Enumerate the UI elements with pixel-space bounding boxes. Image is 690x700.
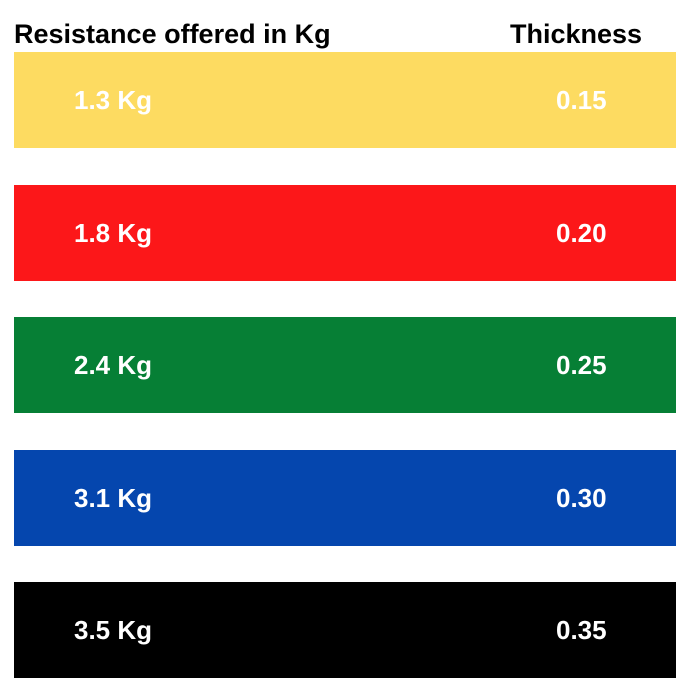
- thickness-column-header: Thickness: [510, 19, 643, 49]
- resistance-value: 3.5 Kg: [74, 615, 153, 645]
- resistance-value: 2.4 Kg: [74, 350, 153, 380]
- table-header: Resistance offered in Kg Thickness: [0, 14, 690, 54]
- resistance-column-header: Resistance offered in Kg: [14, 19, 331, 49]
- resistance-value: 1.8 Kg: [74, 218, 153, 248]
- thickness-value: 0.20: [556, 218, 607, 248]
- resistance-value: 3.1 Kg: [74, 483, 153, 513]
- band-row: 3.1 Kg 0.30: [14, 450, 676, 546]
- band-row: 1.3 Kg 0.15: [14, 52, 676, 148]
- thickness-value: 0.30: [556, 483, 607, 513]
- thickness-value: 0.35: [556, 615, 607, 645]
- band-row: 2.4 Kg 0.25: [14, 317, 676, 413]
- band-row: 3.5 Kg 0.35: [14, 582, 676, 678]
- thickness-value: 0.15: [556, 85, 607, 115]
- resistance-value: 1.3 Kg: [74, 85, 153, 115]
- thickness-value: 0.25: [556, 350, 607, 380]
- band-row: 1.8 Kg 0.20: [14, 185, 676, 281]
